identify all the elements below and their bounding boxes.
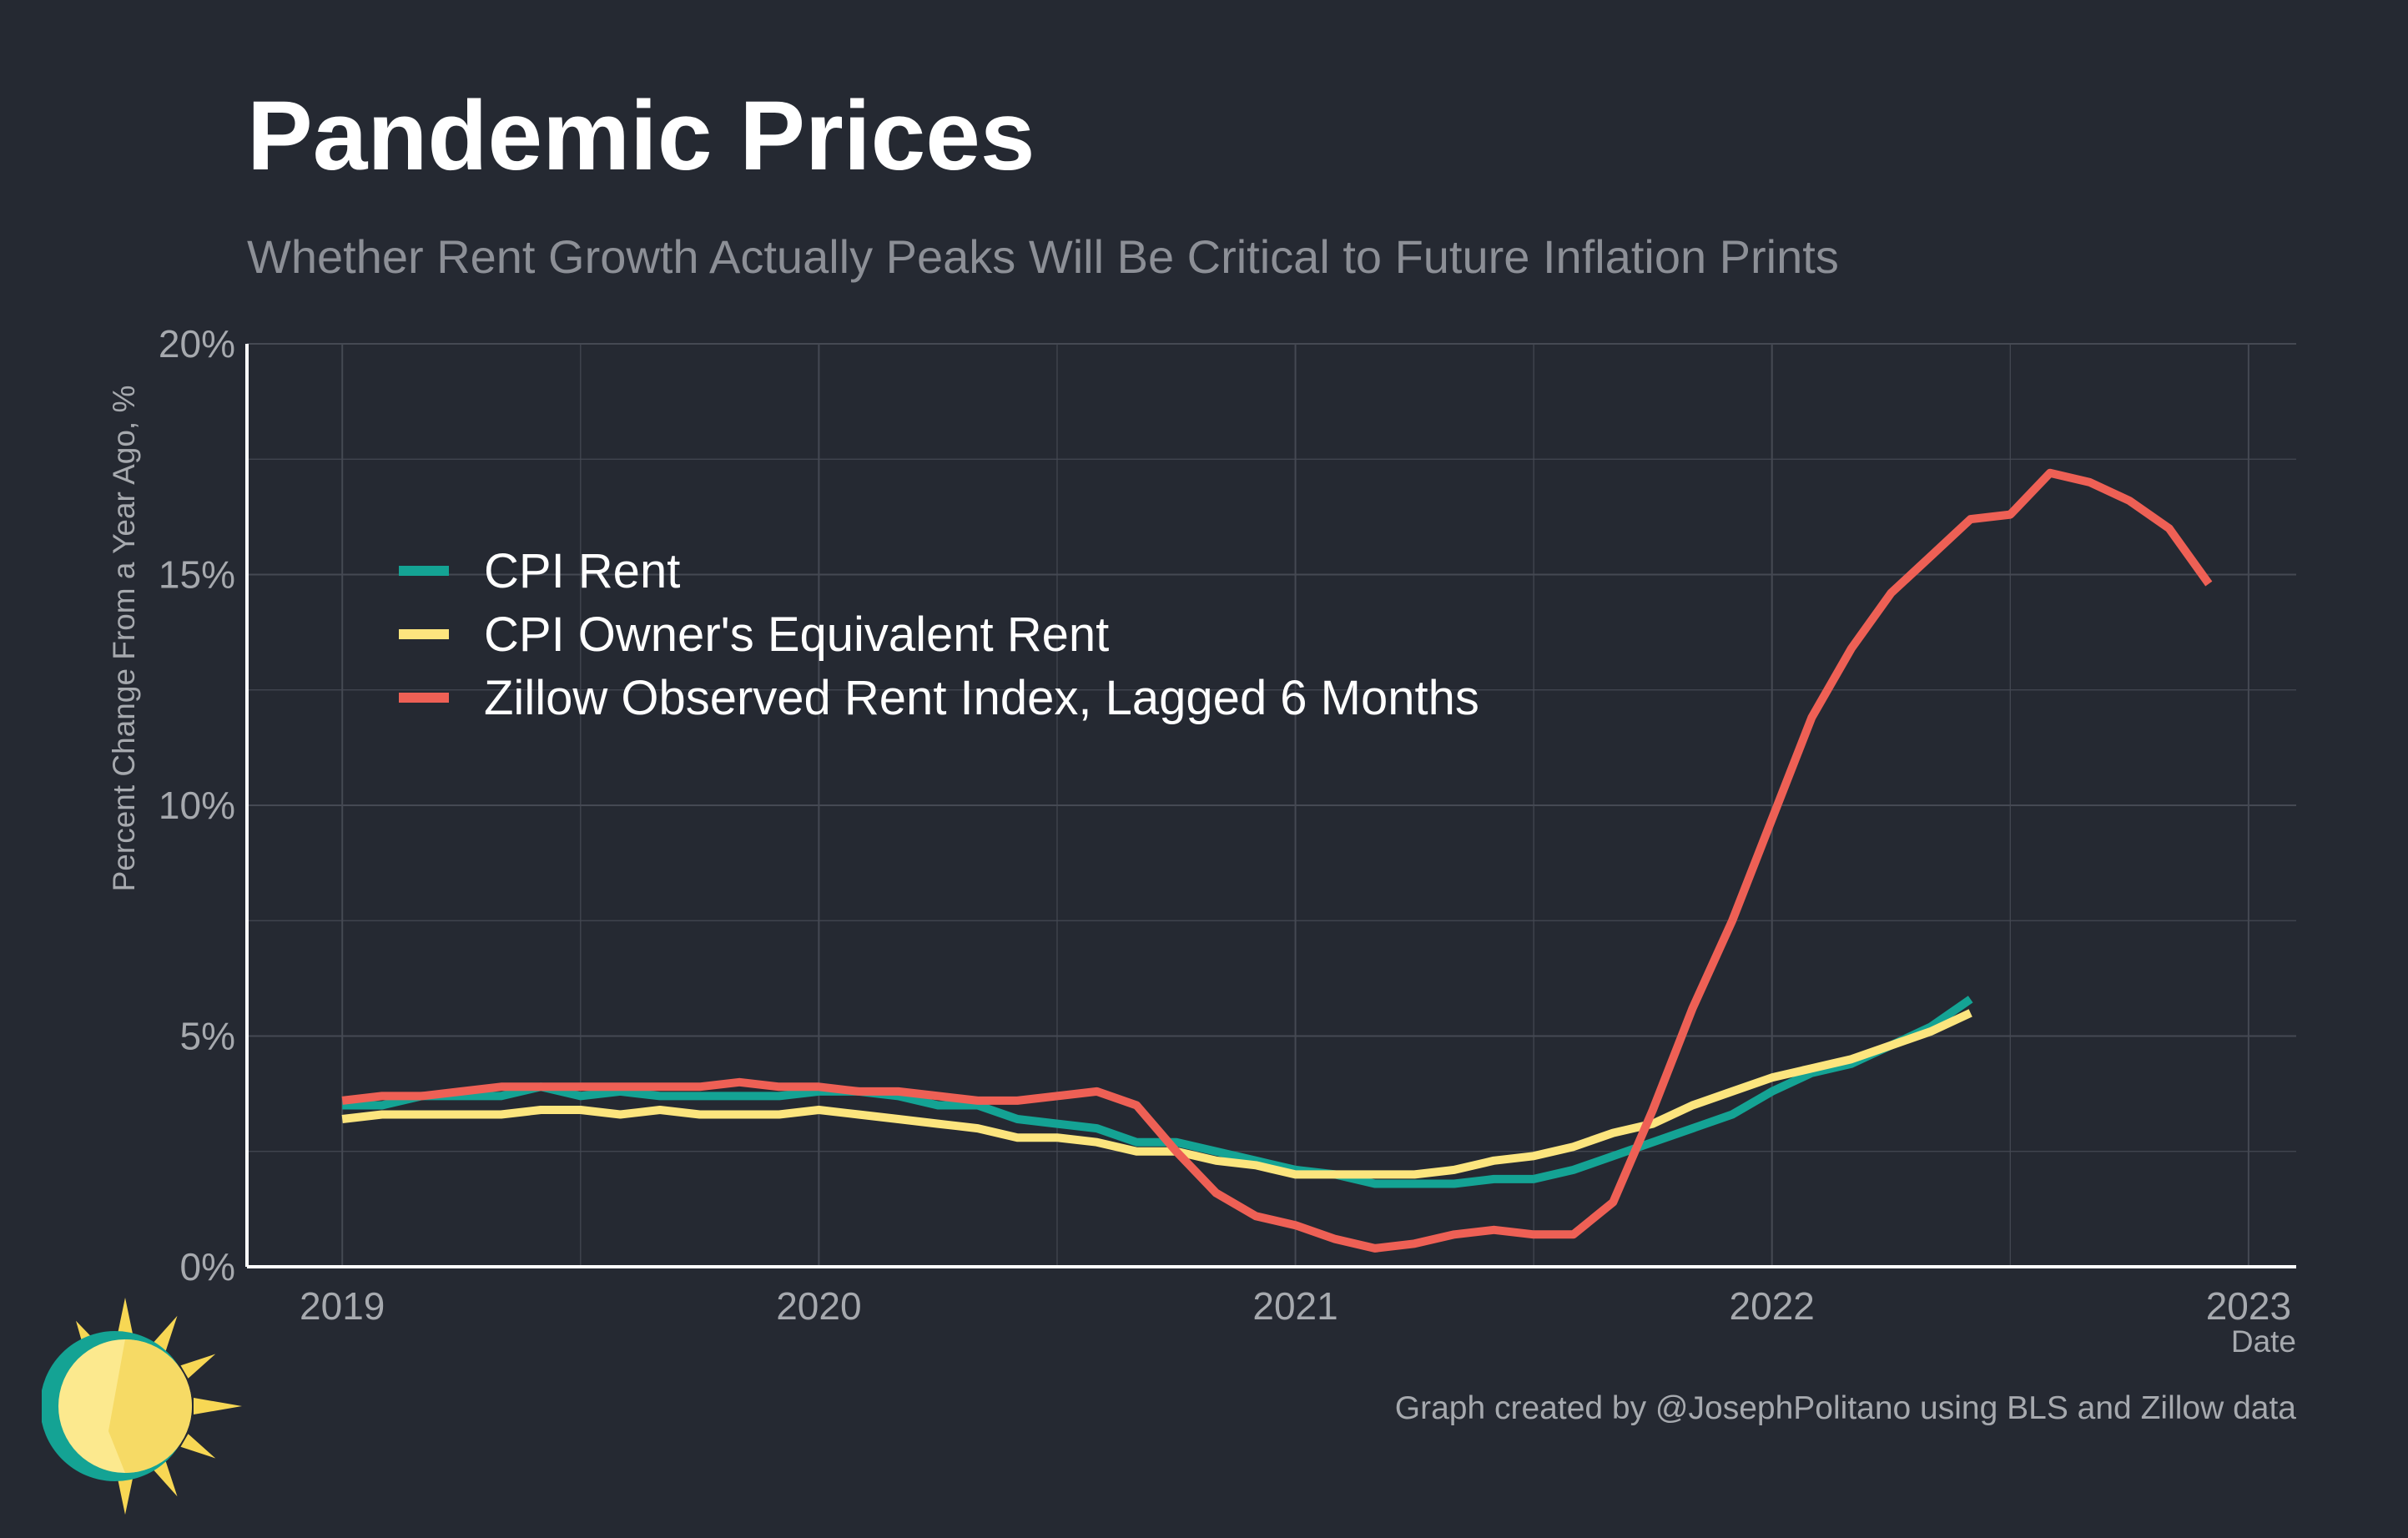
source-caption: Graph created by @JosephPolitano using B… — [1394, 1390, 2296, 1426]
series-line-1 — [341, 1009, 1972, 1179]
y-tick-label: 5% — [180, 1015, 235, 1058]
y-tick-label: 0% — [180, 1245, 235, 1288]
series-line-2 — [341, 468, 2213, 1253]
x-tick-label: 2020 — [776, 1284, 861, 1328]
y-tick-label: 15% — [159, 553, 235, 597]
x-tick-label: 2019 — [300, 1284, 385, 1328]
y-axis-title: Percent Change From a Year Ago, % — [107, 386, 141, 892]
y-tick-label: 10% — [159, 784, 235, 827]
x-tick-label: 2021 — [1252, 1284, 1337, 1328]
legend-label: CPI Rent — [484, 544, 680, 598]
chart-title: Pandemic Prices — [247, 81, 1035, 191]
x-axis-title: Date — [2231, 1324, 2296, 1359]
legend-label: Zillow Observed Rent Index, Lagged 6 Mon… — [484, 671, 1479, 725]
sun-icon — [42, 1298, 242, 1515]
chart-subtitle: Whether Rent Growth Actually Peaks Will … — [247, 230, 1839, 283]
x-tick-label: 2022 — [1730, 1284, 1815, 1328]
series-line-0 — [342, 996, 1973, 1188]
x-tick-label: 2023 — [2206, 1284, 2291, 1328]
y-tick-label: 20% — [159, 322, 235, 366]
legend-label: CPI Owner's Equivalent Rent — [484, 608, 1109, 662]
